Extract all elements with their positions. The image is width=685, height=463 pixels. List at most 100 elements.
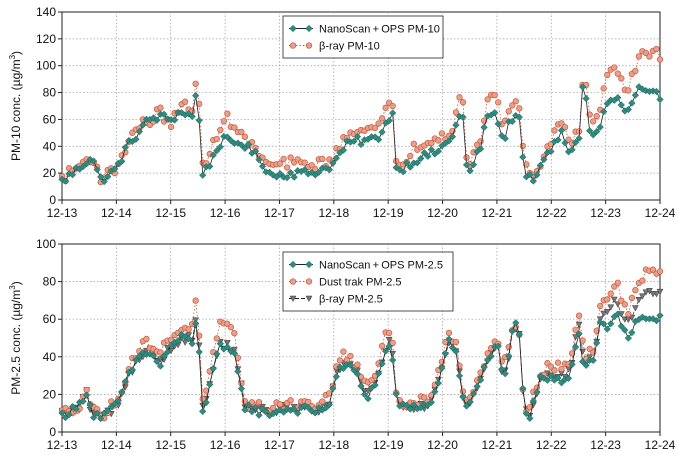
pm10-data-point: [97, 173, 105, 181]
pm10-data-point: [624, 105, 632, 114]
pm25-data-point: [452, 338, 460, 346]
pm25-data-point: [353, 370, 362, 378]
pm10-data-point: [385, 117, 393, 125]
pm25-data-point: [526, 414, 534, 422]
pm10-data-point: [90, 157, 98, 165]
pm10-data-point: [220, 118, 227, 125]
pm10-data-point: [456, 94, 463, 101]
pm10-plot-frame: [61, 11, 661, 201]
pm25-data-point: [213, 335, 220, 342]
pm10-data-point: [434, 147, 443, 155]
pm25-data-point: [427, 398, 436, 406]
pm25-series-group: [58, 266, 664, 423]
pm25-data-point: [262, 407, 270, 416]
pm10-data-point: [241, 133, 249, 140]
pm10-data-point: [61, 177, 70, 185]
pm25-data-point: [209, 364, 217, 373]
pm25-data-point: [656, 268, 664, 275]
pm10-data-point: [72, 164, 80, 172]
pm25-data-point: [410, 401, 418, 409]
pm25-data-point: [368, 376, 375, 384]
pm10-data-point: [389, 102, 396, 110]
pm10-data-point: [519, 142, 526, 150]
pm25-x-ticks: 12-13 12-14 12-15 12-16 12-17 12-18 12-19 12-20…: [47, 432, 676, 452]
pm10-data-point: [195, 116, 203, 124]
pm10-data-point: [157, 104, 164, 111]
pm10-data-point: [420, 149, 428, 157]
pm10-data-point: [571, 138, 580, 147]
pm10-data-point: [308, 162, 315, 169]
pm25-xtick-label: 12-22: [536, 438, 567, 452]
pm25-data-point: [568, 360, 576, 369]
pm25-data-point: [505, 352, 513, 360]
pm25-ytick-label: 0: [49, 425, 56, 439]
pm10-data-point: [276, 160, 284, 167]
pm25-data-point: [551, 367, 558, 374]
pm10-data-point: [149, 114, 158, 122]
pm10-data-point: [121, 143, 129, 152]
pm25-data-point: [160, 352, 168, 360]
pm25-data-point: [308, 407, 316, 415]
pm25-data-point: [476, 376, 485, 384]
pm10-data-point: [614, 70, 621, 77]
pm25-data-point: [406, 405, 414, 413]
pm10-data-point: [403, 159, 411, 167]
pm10-data-point: [374, 135, 383, 144]
pm10-legend-marker: [305, 24, 313, 33]
pm25-legend-marker: [289, 260, 297, 269]
pm25-data-point: [174, 336, 182, 345]
pm25-legend-label: β-ray PM-2.5: [319, 294, 383, 306]
pm25-data-point: [90, 413, 98, 422]
pm25-xtick-label: 12-17: [264, 438, 295, 452]
pm10-data-point: [554, 136, 562, 144]
pm25-legend-marker: [305, 295, 313, 303]
pm10-legend-marker: [289, 42, 297, 49]
pm25-data-point: [82, 391, 91, 399]
pm10-series-line: [61, 86, 661, 183]
pm25-data-point: [554, 359, 562, 366]
pm25-data-point: [227, 324, 234, 331]
pm25-data-point: [607, 320, 615, 328]
pm25-data-point: [487, 352, 495, 360]
pm25-data-point: [347, 352, 354, 360]
pm10-legend-marker: [289, 24, 297, 33]
pm10-data-point: [287, 154, 294, 161]
pm10-data-point: [167, 123, 175, 131]
pm25-data-point: [199, 395, 206, 402]
pm10-data-point: [448, 133, 457, 141]
pm25-data-point: [434, 379, 443, 387]
pm25-data-point: [624, 334, 632, 342]
pm10-data-point: [529, 177, 538, 185]
pm25-data-point: [558, 365, 565, 373]
pm25-data-point: [455, 372, 464, 380]
pm10-data-point: [578, 83, 587, 91]
pm10-data-point: [188, 112, 196, 121]
pm25-data-point: [329, 384, 337, 393]
pm25-data-point: [216, 340, 224, 348]
pm10-legend-box: [282, 15, 444, 59]
pm25-data-point: [121, 377, 129, 386]
pm25-data-point: [371, 381, 379, 389]
pm10-ytick-label: 40: [43, 139, 57, 153]
pm25-data-point: [340, 348, 347, 355]
pm10-data-point: [463, 154, 470, 161]
pm10-data-point: [329, 159, 337, 167]
pm10-data-point: [427, 145, 436, 154]
pm10-series-line: [61, 48, 661, 184]
pm10-data-point: [505, 108, 512, 115]
pm10-ytick-label: 0: [49, 193, 56, 207]
pm25-data-point: [336, 357, 344, 364]
pm25-xtick-label: 12-23: [590, 438, 621, 452]
pm25-data-point: [597, 302, 604, 310]
pm10-xtick-label: 12-13: [47, 206, 78, 220]
pm25-data-point: [364, 394, 372, 403]
pm10-data-point: [628, 99, 636, 107]
pm25-data-point: [234, 367, 242, 376]
pm25-data-point: [185, 326, 192, 333]
pm10-data-point: [438, 130, 446, 137]
pm25-data-point: [244, 401, 253, 409]
pm25-data-point: [522, 409, 530, 418]
pm10-data-point: [466, 167, 474, 175]
pm10-data-point: [231, 124, 238, 131]
pm25-legend-marker: [289, 295, 297, 303]
